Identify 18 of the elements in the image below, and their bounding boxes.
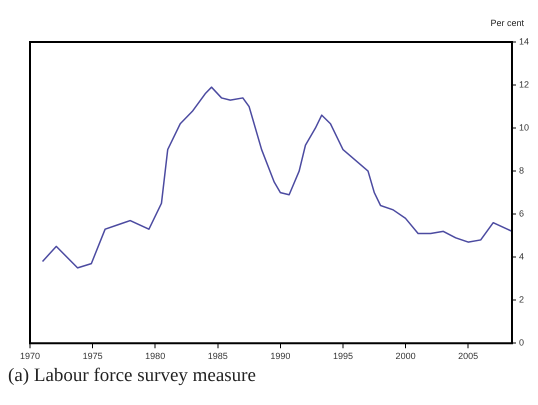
x-tick-label: 2005 [458, 351, 478, 362]
y-tick-label: 10 [518, 122, 530, 133]
y-tick-label: 14 [518, 36, 530, 46]
x-tick-label: 1995 [332, 351, 353, 362]
y-tick-label: 8 [518, 166, 524, 176]
x-tick-label: 1990 [270, 351, 290, 362]
x-tick-label: 1970 [20, 351, 40, 362]
y-tick-label: 2 [518, 294, 524, 305]
x-tick-label: 2000 [396, 351, 416, 362]
text: (a) Labour force survey measure [8, 365, 257, 387]
y-tick-label: 0 [518, 338, 524, 348]
x-tick-label: 1985 [208, 351, 228, 362]
y-tick-label: 4 [518, 252, 524, 262]
y-tick-label: 6 [518, 208, 524, 219]
x-tick-label: 1975 [82, 351, 103, 362]
x-tick-label: 1980 [145, 351, 166, 362]
y-tick-label: 12 [518, 80, 530, 90]
y-axis-title: Per cent [490, 18, 524, 28]
